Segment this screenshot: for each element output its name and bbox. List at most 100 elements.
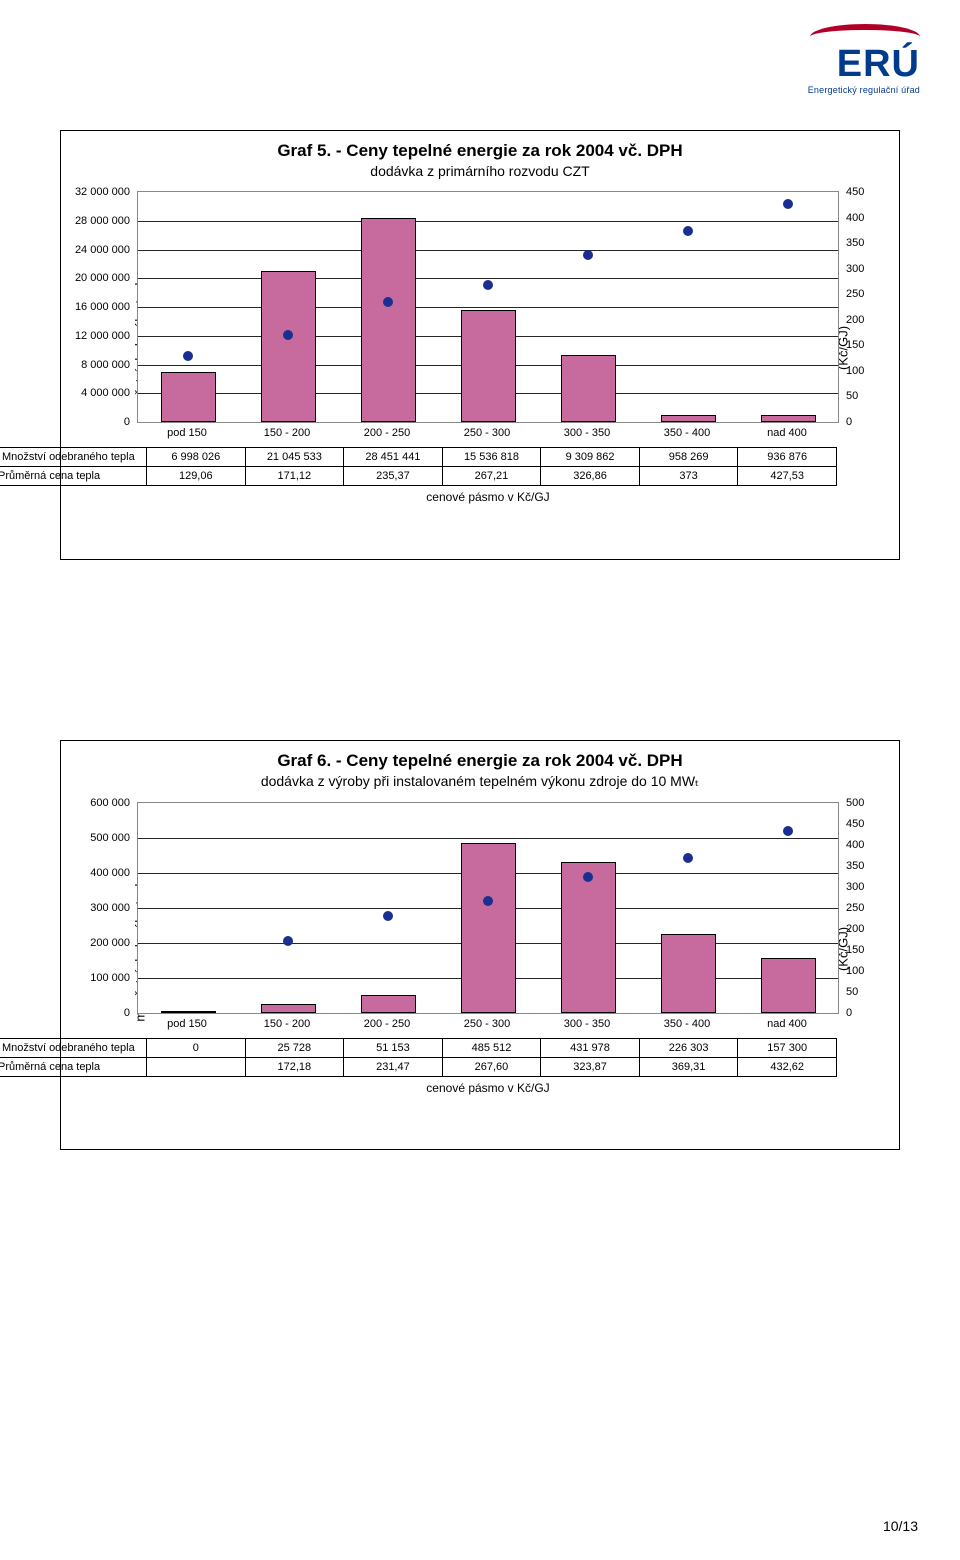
chart6-bar (461, 843, 516, 1013)
chart6-ytick-left: 0 (124, 1007, 130, 1019)
chart5-category-label: pod 150 (167, 427, 207, 439)
chart5-ytick-right: 250 (846, 288, 864, 300)
chart5-ytick-right: 50 (846, 390, 858, 402)
chart5-line-cell: 267,21 (442, 467, 541, 486)
chart5-bar (761, 415, 816, 422)
chart6-bar-cell: 485 512 (442, 1039, 541, 1058)
chart5-point (483, 280, 493, 290)
chart5-bar (361, 218, 416, 422)
chart5-line-cell: 171,12 (245, 467, 344, 486)
chart6-bar (661, 934, 716, 1013)
chart5-category-label: 250 - 300 (464, 427, 510, 439)
chart6-ytick-right: 350 (846, 860, 864, 872)
chart5-line-legend-cell: Průměrná cena tepla (0, 467, 147, 486)
chart5-ytick-right: 0 (846, 416, 852, 428)
chart6-bar (361, 995, 416, 1013)
chart6-line-cell: 231,47 (344, 1058, 443, 1077)
chart5-line-cell: 235,37 (344, 467, 443, 486)
chart5-data-table: Množství odebraného tepla6 998 02621 045… (0, 447, 837, 486)
chart6-line-cell (147, 1058, 246, 1077)
chart6-category-label: pod 150 (167, 1018, 207, 1030)
chart6-ytick-right: 50 (846, 986, 858, 998)
logo-arc (810, 24, 920, 44)
chart5-table-row: Množství odebraného tepla6 998 02621 045… (0, 448, 837, 467)
chart5-category-labels: pod 150150 - 200200 - 250250 - 300300 - … (137, 427, 837, 445)
chart5-ytick-right: 350 (846, 237, 864, 249)
chart5-subtitle: dodávka z primárního rozvodu CZT (61, 163, 899, 179)
chart6-line-cell: 432,62 (738, 1058, 837, 1077)
chart6-bar-cell: 25 728 (245, 1039, 344, 1058)
chart5-line-cell: 427,53 (738, 467, 837, 486)
chart5-point (783, 199, 793, 209)
chart6-ytick-right: 450 (846, 818, 864, 830)
chart6-data-table: Množství odebraného tepla025 72851 15348… (0, 1038, 837, 1077)
chart5-x-axis-title: cenové pásmo v Kč/GJ (137, 490, 839, 504)
chart6-bar (261, 1004, 316, 1013)
chart5-ytick-right: 450 (846, 186, 864, 198)
chart5-ytick-left: 8 000 000 (81, 359, 130, 371)
chart5-bar-cell: 6 998 026 (147, 448, 246, 467)
chart5-bar-cell: 958 269 (639, 448, 738, 467)
chart5-line-cell: 129,06 (147, 467, 246, 486)
chart5-gridline (138, 250, 838, 251)
chart6-line-cell: 172,18 (245, 1058, 344, 1077)
chart5-bar (161, 372, 216, 422)
chart6-bar-cell: 51 153 (344, 1039, 443, 1058)
chart5-gridline (138, 307, 838, 308)
chart6-line-cell: 323,87 (541, 1058, 640, 1077)
chart5-line-cell: 326,86 (541, 467, 640, 486)
chart5-point (583, 250, 593, 260)
chart6-table-row: Množství odebraného tepla025 72851 15348… (0, 1039, 837, 1058)
chart6-line-cell: 267,60 (442, 1058, 541, 1077)
chart5-ytick-left: 20 000 000 (75, 272, 130, 284)
chart6-ytick-left: 300 000 (90, 902, 130, 914)
chart6-x-axis-title: cenové pásmo v Kč/GJ (137, 1081, 839, 1095)
chart6-ytick-right: 300 (846, 881, 864, 893)
chart5-ytick-left: 32 000 000 (75, 186, 130, 198)
chart5-table-row: Průměrná cena tepla129,06171,12235,37267… (0, 467, 837, 486)
chart5-bar-cell: 15 536 818 (442, 448, 541, 467)
chart5-bar-legend-cell: Množství odebraného tepla (0, 448, 147, 467)
chart5-bar-cell: 936 876 (738, 448, 837, 467)
chart5-line-cell: 373 (639, 467, 738, 486)
chart6-bar (161, 1011, 216, 1013)
chart5-body: množství dodaného tepla(GJ/rok)průměrná … (137, 191, 839, 504)
chart5-bar-cell: 9 309 862 (541, 448, 640, 467)
chart5-gridline (138, 221, 838, 222)
chart6-ytick-left: 500 000 (90, 832, 130, 844)
chart6-bar-cell: 431 978 (541, 1039, 640, 1058)
chart6-bar-cell: 226 303 (639, 1039, 738, 1058)
chart6-point (783, 826, 793, 836)
chart6-ytick-left: 400 000 (90, 867, 130, 879)
chart5-ytick-right: 400 (846, 212, 864, 224)
chart6-ytick-right: 150 (846, 944, 864, 956)
chart6-ytick-left: 600 000 (90, 797, 130, 809)
chart5-ytick-right: 100 (846, 365, 864, 377)
chart6-bar (761, 958, 816, 1013)
chart6-bar-cell: 157 300 (738, 1039, 837, 1058)
chart5-bar (461, 310, 516, 422)
chart5-ytick-left: 16 000 000 (75, 301, 130, 313)
chart5-bar-cell: 21 045 533 (245, 448, 344, 467)
chart5-plot: 04 000 0008 000 00012 000 00016 000 0002… (137, 191, 839, 423)
chart6-plot: 0100 000200 000300 000400 000500 000600 … (137, 802, 839, 1014)
chart6-body: množství dodaného tepla(GJ/rok)průměrná … (137, 802, 839, 1095)
chart5-bar (661, 415, 716, 422)
chart5-category-label: 300 - 350 (564, 427, 610, 439)
chart5-table-wrap: Množství odebraného tepla6 998 02621 045… (0, 447, 837, 486)
chart6-category-label: 300 - 350 (564, 1018, 610, 1030)
chart6-category-label: 350 - 400 (664, 1018, 710, 1030)
chart5-ytick-right: 200 (846, 314, 864, 326)
chart6-point (583, 872, 593, 882)
chart6-category-label: 200 - 250 (364, 1018, 410, 1030)
chart5-category-label: nad 400 (767, 427, 807, 439)
chart6-ytick-right: 400 (846, 839, 864, 851)
chart6-ytick-right: 500 (846, 797, 864, 809)
chart6-point (383, 911, 393, 921)
chart5-ytick-right: 300 (846, 263, 864, 275)
chart6-category-label: 150 - 200 (264, 1018, 310, 1030)
chart5-point (383, 297, 393, 307)
chart5-ytick-right: 150 (846, 339, 864, 351)
page-number: 10/13 (883, 1518, 918, 1534)
chart6-frame: Graf 6. - Ceny tepelné energie za rok 20… (60, 740, 900, 1150)
